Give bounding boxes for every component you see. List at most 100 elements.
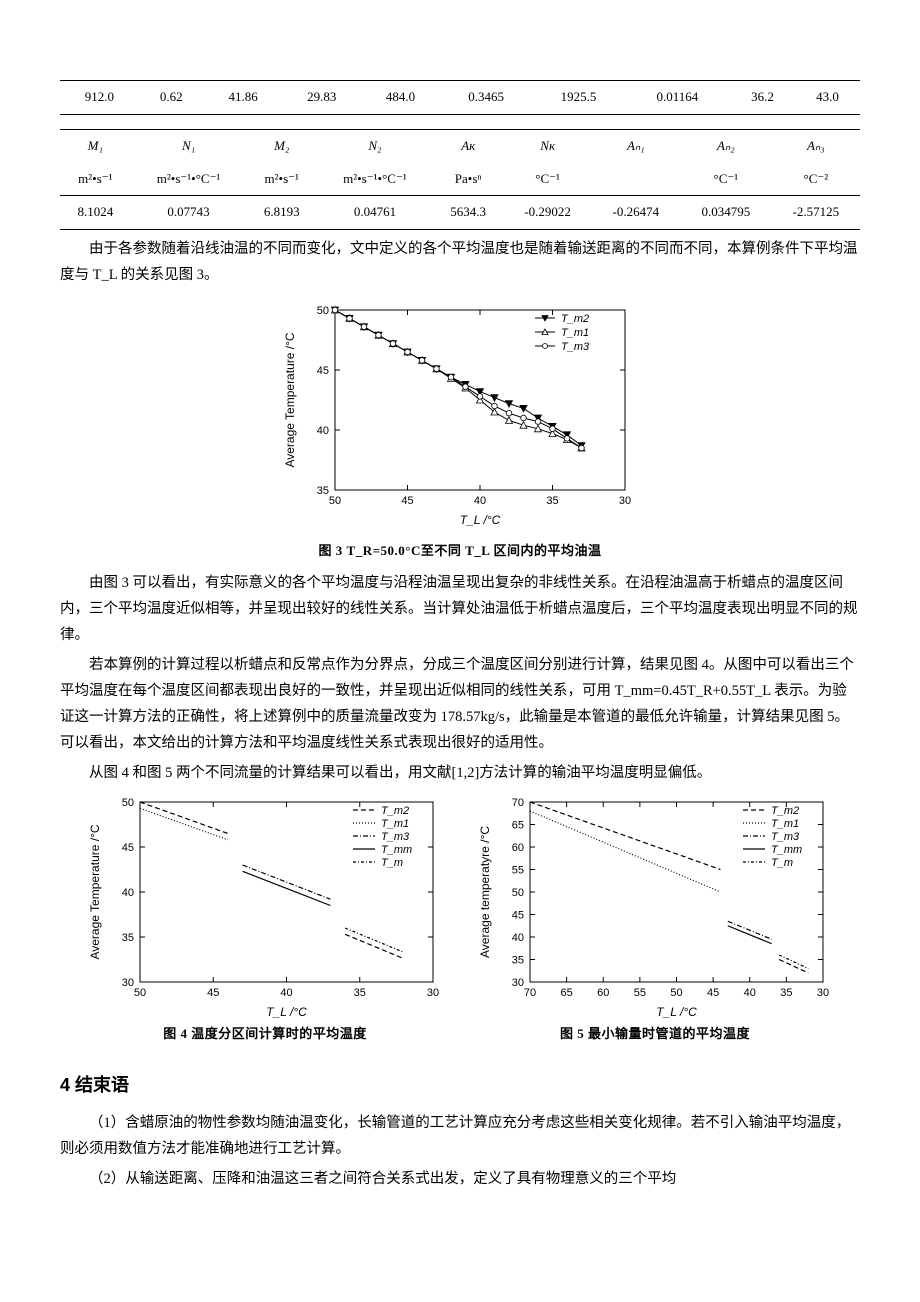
t2u-7: °C⁻¹ [680,163,772,196]
table-1: 912.0 0.62 41.86 29.83 484.0 0.3465 1925… [60,80,860,115]
svg-text:T_L /°C: T_L /°C [460,513,501,527]
svg-text:70: 70 [524,987,536,999]
svg-text:T_m2: T_m2 [381,805,409,817]
bullet-2: （2）从输送距离、压降和油温这三者之间符合关系式出发，定义了具有物理意义的三个平… [60,1166,860,1192]
t1-c4: 484.0 [361,81,440,115]
svg-text:Average temperatyre /°C: Average temperatyre /°C [478,826,492,958]
t2h-8: Aₙ₃ [772,129,860,162]
svg-text:30: 30 [427,987,439,999]
svg-text:T_m3: T_m3 [771,831,800,843]
svg-text:T_m: T_m [381,857,403,869]
t2u-0: m²•s⁻¹ [60,163,131,196]
t2u-1: m²•s⁻¹•°C⁻¹ [131,163,247,196]
svg-text:T_L /°C: T_L /°C [656,1005,697,1019]
t2u-8: °C⁻² [772,163,860,196]
svg-text:30: 30 [619,495,631,507]
t2v-6: -0.26474 [592,196,680,230]
svg-text:35: 35 [354,987,366,999]
t1-c5: 0.3465 [440,81,532,115]
svg-text:T_mm: T_mm [771,844,802,856]
svg-text:35: 35 [122,932,134,944]
svg-text:55: 55 [512,865,524,877]
svg-text:T_m1: T_m1 [561,327,589,339]
svg-text:40: 40 [317,425,329,437]
fig3-caption: 图 3 T_R=50.0°C至不同 T_L 区间内的平均油温 [60,541,860,562]
section-heading: 4 结束语 [60,1071,860,1100]
table-2: M₁ N₁ M₂ N₂ Aᴋ Nᴋ Aₙ₁ Aₙ₂ Aₙ₃ m²•s⁻¹ m²•… [60,129,860,230]
paragraph-4: 从图 4 和图 5 两个不同流量的计算结果可以看出，用文献[1,2]方法计算的输… [60,760,860,786]
t2h-5: Nᴋ [504,129,592,162]
svg-text:T_m3: T_m3 [561,341,590,353]
svg-text:50: 50 [122,797,134,809]
svg-text:40: 40 [744,987,756,999]
bullet-1: （1）含蜡原油的物性参数均随油温变化，长输管道的工艺计算应充分考虑这些相关变化规… [60,1110,860,1162]
fig4-chart: 30354045505045403530T_L /°CAverage Tempe… [85,790,445,1020]
t2h-1: N₁ [131,129,247,162]
svg-text:T_m1: T_m1 [771,818,799,830]
fig3-chart: 354045505045403530T_L /°CAverage Tempera… [280,298,640,528]
t1-c2: 41.86 [204,81,283,115]
svg-text:45: 45 [512,910,524,922]
table-row: 912.0 0.62 41.86 29.83 484.0 0.3465 1925… [60,81,860,115]
svg-text:T_m2: T_m2 [771,805,799,817]
svg-text:45: 45 [122,842,134,854]
fig5-caption: 图 5 最小输量时管道的平均温度 [560,1024,750,1045]
svg-text:65: 65 [512,820,524,832]
t1-c8: 36.2 [730,81,795,115]
fig5-chart: 303540455055606570706560555045403530T_L … [475,790,835,1020]
svg-text:60: 60 [597,987,609,999]
t2v-0: 8.1024 [60,196,131,230]
svg-text:T_m1: T_m1 [381,818,409,830]
t2u-6 [592,163,680,196]
svg-text:45: 45 [207,987,219,999]
paragraph-1: 由于各参数随着沿线油温的不同而变化，文中定义的各个平均温度也是随着输送距离的不同… [60,236,860,288]
svg-text:T_m3: T_m3 [381,831,410,843]
t2h-7: Aₙ₂ [680,129,772,162]
svg-text:45: 45 [317,365,329,377]
svg-text:40: 40 [280,987,292,999]
svg-text:50: 50 [317,305,329,317]
svg-text:T_m: T_m [771,857,793,869]
svg-text:60: 60 [512,842,524,854]
t2v-7: 0.034795 [680,196,772,230]
svg-text:45: 45 [401,495,413,507]
svg-text:Average Temperature /°C: Average Temperature /°C [88,824,102,959]
svg-text:40: 40 [122,887,134,899]
svg-text:Average Temperature /°C: Average Temperature /°C [283,332,297,467]
svg-text:T_mm: T_mm [381,844,412,856]
t1-c7: 0.01164 [625,81,730,115]
table-row: M₁ N₁ M₂ N₂ Aᴋ Nᴋ Aₙ₁ Aₙ₂ Aₙ₃ [60,129,860,162]
t2v-4: 5634.3 [433,196,504,230]
svg-text:70: 70 [512,797,524,809]
svg-text:50: 50 [512,887,524,899]
svg-text:40: 40 [512,932,524,944]
svg-text:35: 35 [317,485,329,497]
t1-c0: 912.0 [60,81,139,115]
t2h-0: M₁ [60,129,131,162]
t2h-2: M₂ [246,129,317,162]
t1-c6: 1925.5 [532,81,624,115]
figure-3: 354045505045403530T_L /°CAverage Tempera… [60,298,860,536]
t2h-3: N₂ [317,129,433,162]
svg-text:30: 30 [122,977,134,989]
t1-c9: 43.0 [795,81,860,115]
t2u-3: m²•s⁻¹•°C⁻¹ [317,163,433,196]
t1-c1: 0.62 [139,81,204,115]
paragraph-2: 由图 3 可以看出，有实际意义的各个平均温度与沿程油温呈现出复杂的非线性关系。在… [60,570,860,648]
svg-text:50: 50 [670,987,682,999]
t2v-8: -2.57125 [772,196,860,230]
t2u-5: °C⁻¹ [504,163,592,196]
fig4-caption: 图 4 温度分区间计算时的平均温度 [163,1024,367,1045]
t2h-6: Aₙ₁ [592,129,680,162]
svg-text:55: 55 [634,987,646,999]
svg-text:30: 30 [817,987,829,999]
svg-text:50: 50 [134,987,146,999]
t2u-2: m²•s⁻¹ [246,163,317,196]
table-row: m²•s⁻¹ m²•s⁻¹•°C⁻¹ m²•s⁻¹ m²•s⁻¹•°C⁻¹ Pa… [60,163,860,196]
table-row: 8.1024 0.07743 6.8193 0.04761 5634.3 -0.… [60,196,860,230]
svg-text:30: 30 [512,977,524,989]
svg-text:65: 65 [561,987,573,999]
t2v-5: -0.29022 [504,196,592,230]
svg-text:T_m2: T_m2 [561,313,589,325]
svg-text:40: 40 [474,495,486,507]
